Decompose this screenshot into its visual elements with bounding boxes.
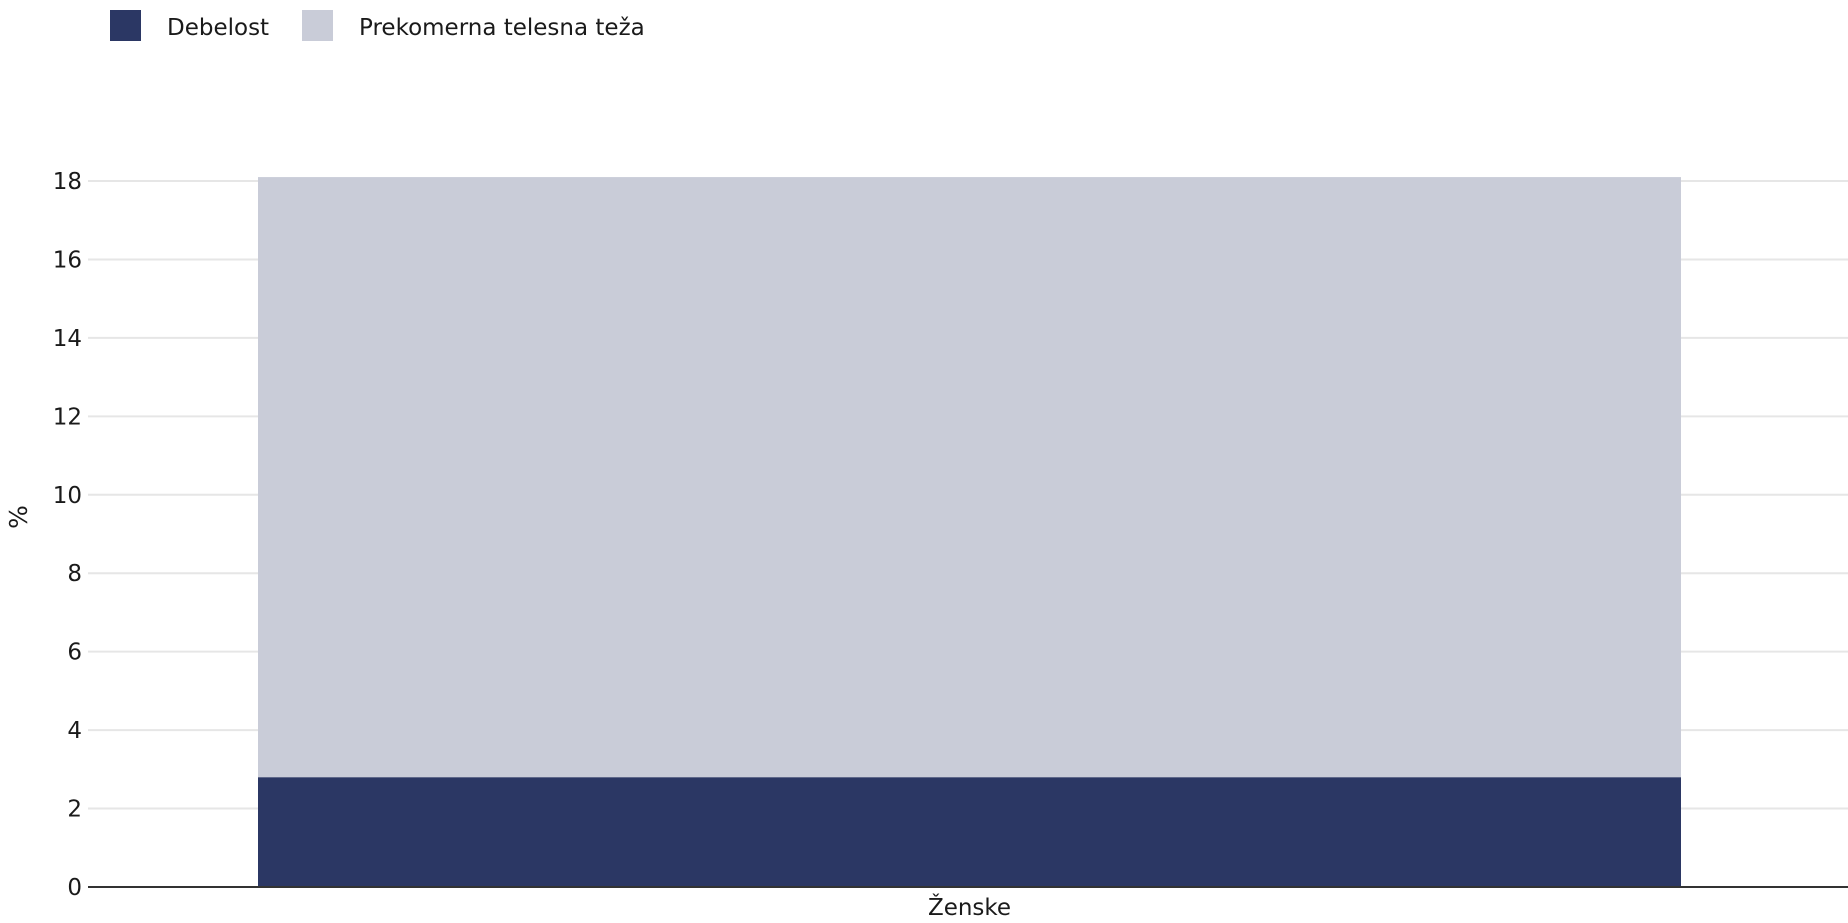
legend-swatch-1: [110, 10, 141, 41]
x-tick-label-1: Ženske: [928, 893, 1011, 921]
legend: Debelost Prekomerna telesna teža: [110, 10, 645, 41]
x-axis-ticks: Ženske: [928, 893, 1011, 921]
y-tick-label-16: 16: [53, 247, 82, 273]
y-tick-label-0: 0: [67, 875, 82, 901]
y-tick-label-4: 4: [67, 718, 82, 744]
bars: [258, 177, 1681, 887]
legend-swatch-2: [302, 10, 333, 41]
y-tick-label-8: 8: [67, 561, 82, 587]
y-tick-label-12: 12: [53, 404, 82, 430]
y-tick-label-10: 10: [53, 483, 82, 509]
bar-2-1: [258, 177, 1681, 778]
y-tick-label-18: 18: [53, 169, 82, 195]
y-tick-label-6: 6: [67, 640, 82, 666]
y-tick-label-14: 14: [53, 326, 82, 352]
bar-1-1: [258, 777, 1681, 887]
legend-label-1: Debelost: [167, 15, 269, 41]
y-tick-label-2: 2: [67, 797, 82, 823]
y-axis-ticks: 0 2 4 6 8 10 12 14 16 18: [53, 169, 82, 901]
legend-label-2: Prekomerna telesna teža: [359, 15, 645, 41]
y-axis-title: %: [4, 505, 33, 529]
